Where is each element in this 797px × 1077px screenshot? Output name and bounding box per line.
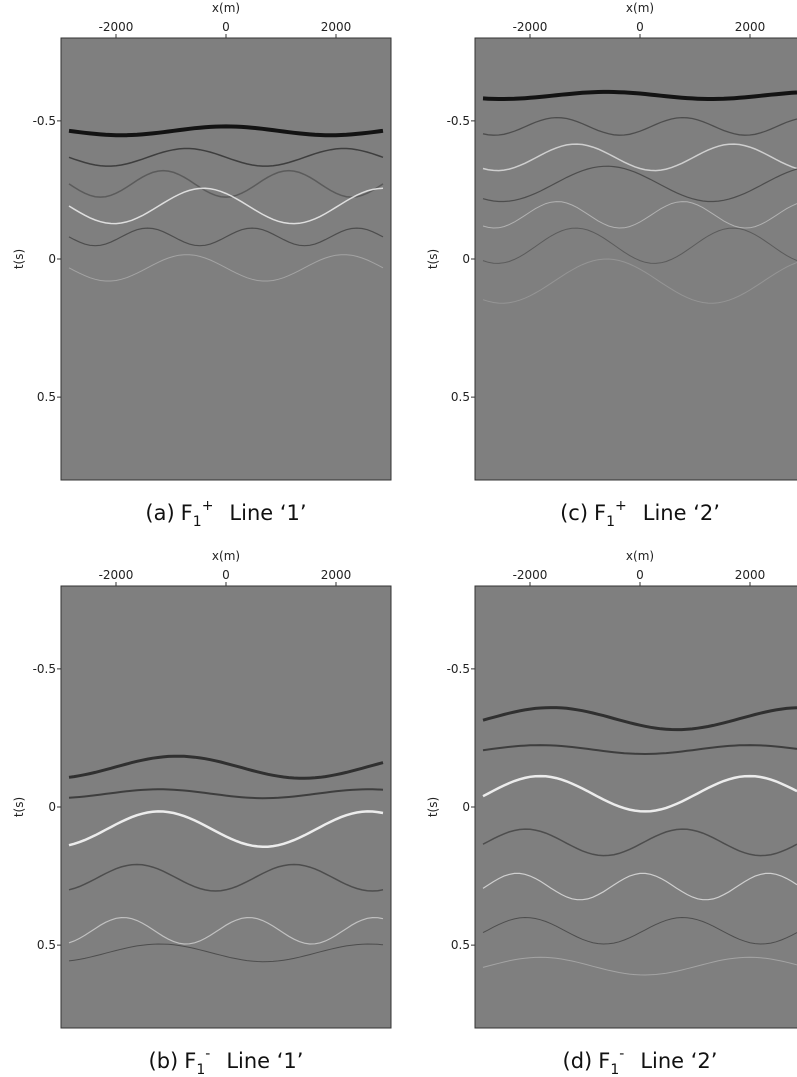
- x-tick-label: 0: [222, 20, 230, 34]
- x-axis-label: x(m): [212, 1, 240, 15]
- seismic-image: [474, 585, 797, 1029]
- caption-subscript: 1: [610, 1062, 619, 1077]
- caption: (a) F1+ Line ‘1’: [145, 498, 306, 530]
- y-axis-label: t(s): [12, 797, 26, 817]
- caption-label: (c): [560, 501, 588, 525]
- caption-line: Line ‘2’: [640, 1049, 717, 1073]
- caption-line: Line ‘1’: [226, 1049, 303, 1073]
- y-tick-label: 0: [462, 800, 470, 814]
- reflector: [68, 788, 384, 800]
- panel: x(m) -2000 0 2000 -0.5 0 0.5 t(s) (a) F1+ Line ‘1’: [12, 1, 392, 530]
- reflector: [482, 227, 797, 264]
- y-axis-label: t(s): [12, 249, 26, 269]
- y-tick-label: 0: [48, 252, 56, 266]
- caption-label: (d): [563, 1049, 593, 1073]
- reflector: [482, 916, 797, 945]
- y-tick-label: 0.5: [451, 390, 470, 404]
- caption: (b) F1- Line ‘1’: [149, 1046, 304, 1077]
- caption-subscript: 1: [193, 514, 202, 530]
- x-tick-label: -2000: [99, 20, 134, 34]
- x-tick-label: -2000: [513, 20, 548, 34]
- caption-subscript: 1: [606, 514, 615, 530]
- y-tick-label: 0: [462, 252, 470, 266]
- caption-superscript: -: [619, 1046, 624, 1062]
- x-tick-label: 2000: [321, 20, 352, 34]
- reflector: [68, 169, 384, 198]
- x-tick-label: 0: [636, 568, 644, 582]
- reflector: [482, 89, 797, 101]
- seismic-image: [60, 37, 392, 481]
- y-tick-label: 0.5: [37, 390, 56, 404]
- reflector: [482, 165, 797, 203]
- y-tick-label: -0.5: [33, 114, 56, 128]
- reflector: [68, 227, 384, 247]
- caption-line: Line ‘2’: [643, 501, 720, 525]
- panel: x(m) -2000 0 2000 -0.5 0 0.5 t(s) (c) F1+ Line ‘2’: [426, 1, 797, 530]
- caption-superscript: -: [205, 1046, 210, 1062]
- y-tick-label: -0.5: [447, 114, 470, 128]
- reflector: [482, 706, 797, 732]
- reflectors: [68, 124, 384, 282]
- caption-symbol: F: [184, 1049, 196, 1073]
- reflector: [482, 774, 797, 813]
- caption: (d) F1- Line ‘2’: [563, 1046, 718, 1077]
- reflector: [68, 147, 384, 167]
- reflectors: [482, 706, 797, 976]
- y-tick-label: 0.5: [37, 938, 56, 952]
- y-tick-label: -0.5: [447, 662, 470, 676]
- x-axis-label: x(m): [212, 549, 240, 563]
- seismic-image: [60, 585, 392, 1029]
- y-tick-label: -0.5: [33, 662, 56, 676]
- reflector: [68, 943, 384, 963]
- reflector: [482, 258, 797, 304]
- x-axis-label: x(m): [626, 1, 654, 15]
- panel: x(m) -2000 0 2000 -0.5 0 0.5 t(s) (d) F1- Line ‘2’: [426, 549, 797, 1077]
- x-tick-label: 0: [636, 20, 644, 34]
- reflector: [68, 754, 384, 780]
- reflector: [482, 956, 797, 976]
- caption-line: Line ‘1’: [229, 501, 306, 525]
- reflector: [68, 124, 384, 138]
- panel: x(m) -2000 0 2000 -0.5 0 0.5 t(s) (b) F1- Line ‘1’: [12, 549, 392, 1077]
- caption-label: (a): [145, 501, 174, 525]
- reflector: [68, 187, 384, 225]
- x-tick-label: 0: [222, 568, 230, 582]
- reflector: [482, 828, 797, 857]
- caption-superscript: +: [615, 498, 627, 514]
- caption-symbol: F: [181, 501, 193, 525]
- x-axis-label: x(m): [626, 549, 654, 563]
- caption-superscript: +: [202, 498, 214, 514]
- reflector: [482, 143, 797, 172]
- reflector: [482, 744, 797, 756]
- y-tick-label: 0.5: [451, 938, 470, 952]
- reflector: [68, 254, 384, 282]
- y-tick-label: 0: [48, 800, 56, 814]
- reflector: [482, 116, 797, 136]
- caption-label: (b): [149, 1049, 179, 1073]
- y-axis-label: t(s): [426, 797, 440, 817]
- reflector: [68, 916, 384, 945]
- reflector: [68, 863, 384, 892]
- caption-subscript: 1: [196, 1062, 205, 1077]
- reflector: [482, 201, 797, 229]
- x-tick-label: 2000: [735, 20, 766, 34]
- reflectors: [68, 754, 384, 963]
- x-tick-label: 2000: [735, 568, 766, 582]
- x-tick-label: -2000: [513, 568, 548, 582]
- reflector: [68, 810, 384, 849]
- reflector: [482, 872, 797, 901]
- x-tick-label: -2000: [99, 568, 134, 582]
- caption-symbol: F: [598, 1049, 610, 1073]
- y-axis-label: t(s): [426, 249, 440, 269]
- reflectors: [482, 89, 797, 304]
- x-tick-label: 2000: [321, 568, 352, 582]
- caption: (c) F1+ Line ‘2’: [560, 498, 720, 530]
- caption-symbol: F: [594, 501, 606, 525]
